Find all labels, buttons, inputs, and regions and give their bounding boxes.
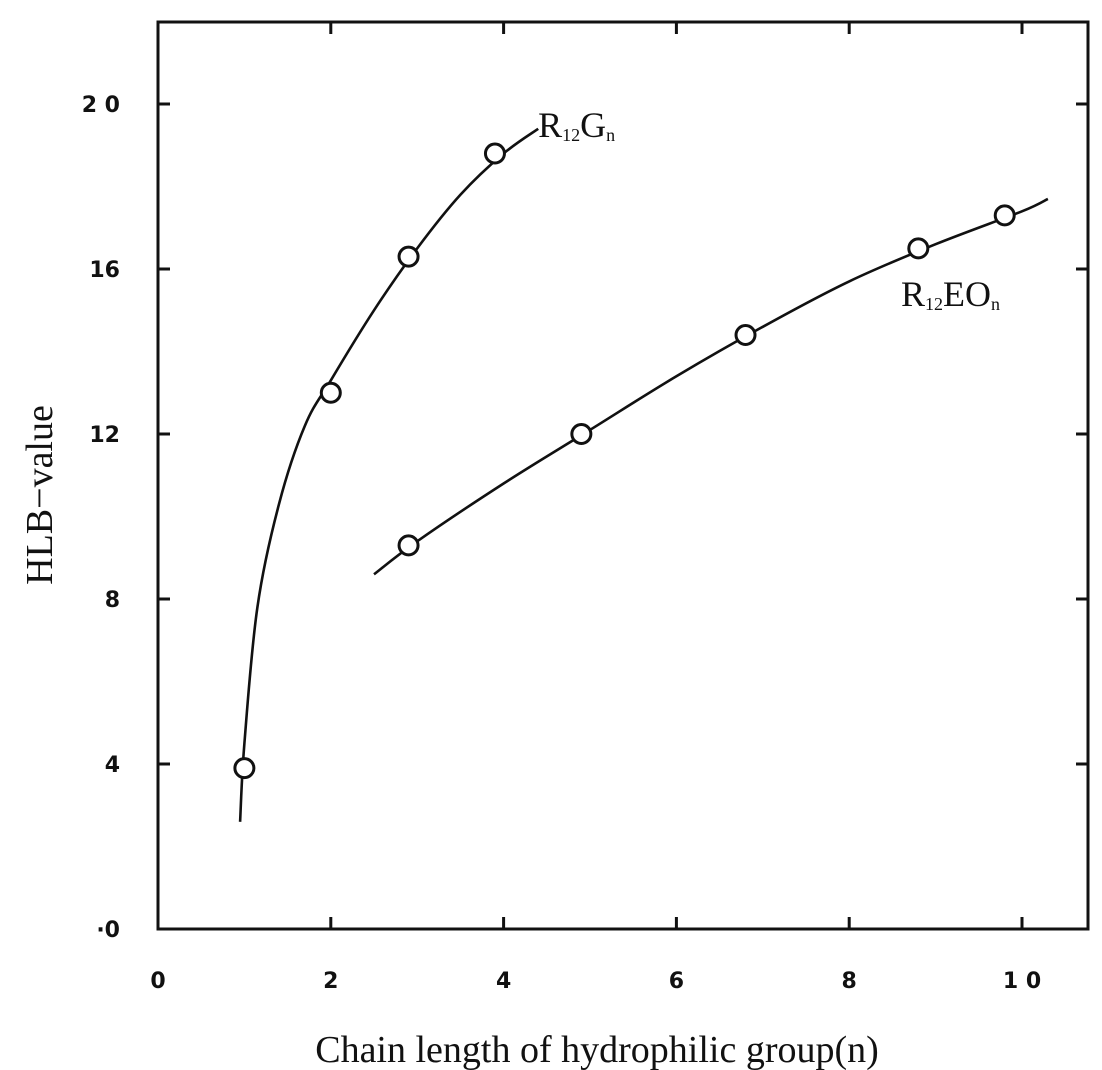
series-label-text: EO — [943, 274, 991, 314]
y-tick-label: 4 — [105, 753, 120, 778]
data-point-r12gn — [319, 381, 342, 404]
x-tick-label: 2 — [323, 969, 338, 994]
series-line-r12gn — [238, 127, 539, 822]
data-point-r12eon — [907, 237, 930, 260]
series-label-text: R — [901, 274, 925, 314]
series-label-subscript: 12 — [925, 294, 943, 314]
series-label-text: G — [580, 105, 606, 145]
series-label-subscript: n — [991, 294, 1000, 314]
x-tick-label: 1 0 — [1003, 969, 1041, 994]
data-point-r12eon — [734, 324, 757, 346]
series-label-subscript: 12 — [562, 125, 580, 145]
data-point-r12eon — [397, 534, 420, 557]
data-point-r12gn — [233, 757, 256, 780]
x-tick-label: 4 — [496, 969, 511, 994]
y-axis-title: HLB−value — [19, 405, 61, 585]
plot-frame — [156, 20, 1090, 931]
y-tick-label: 2 0 — [82, 93, 120, 118]
series-label-subscript: n — [606, 125, 615, 145]
ticks: 0 2 4 6 8 1 0 ·0 4 8 12 16 2 0 — [82, 22, 1088, 994]
series-line-r12eon — [373, 197, 1049, 576]
x-tick-label: 0 — [150, 969, 165, 994]
data-point-r12eon — [993, 204, 1016, 227]
data-markers — [233, 142, 1016, 780]
y-tick-label: 8 — [105, 588, 120, 613]
y-tick-label: ·0 — [96, 918, 120, 943]
data-point-r12gn — [397, 245, 420, 268]
data-point-r12eon — [570, 423, 593, 445]
series-curves — [238, 127, 1049, 822]
y-tick-label: 16 — [89, 258, 120, 283]
series-label-text: R — [538, 105, 562, 145]
x-tick-label: 6 — [669, 969, 684, 994]
x-axis-title: Chain length of hydrophilic group(n) — [315, 1029, 879, 1070]
y-tick-label: 12 — [89, 423, 120, 448]
data-point-r12gn — [483, 142, 506, 165]
x-tick-label: 8 — [842, 969, 857, 994]
series-label-r12eon: R12EOn — [901, 274, 1000, 314]
series-label-r12gn: R12Gn — [538, 105, 615, 145]
